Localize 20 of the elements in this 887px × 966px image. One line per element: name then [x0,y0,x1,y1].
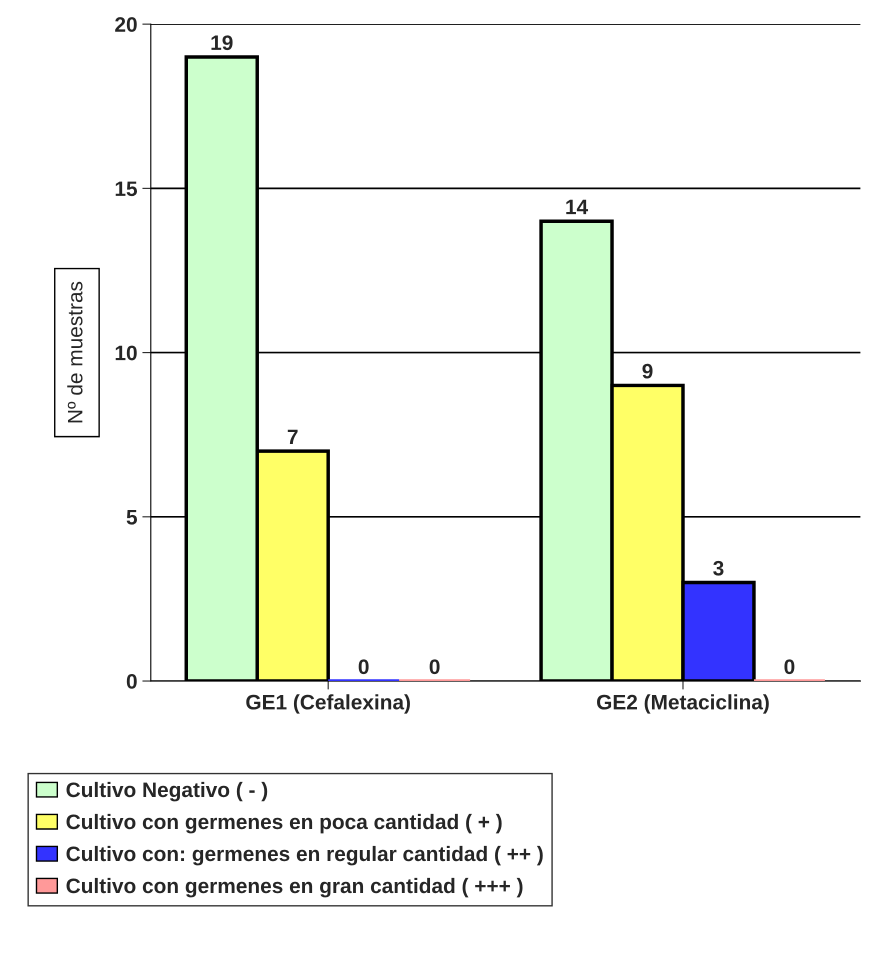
data-label: 0 [430,659,440,674]
y-tick-label: 5 [126,510,138,525]
y-tick-label: 0 [126,674,137,689]
y-tick-label: 20 [115,17,137,32]
y-axis-title: Nº de muestras [67,282,83,422]
data-label: 0 [784,659,794,674]
data-label: 14 [566,200,588,214]
data-label: 0 [358,659,369,674]
legend-label: Cultivo Negativo ( - ) [66,782,268,802]
y-tick-label: 10 [116,346,137,360]
y-tick-label: 15 [116,182,138,196]
legend-label: Cultivo con germenes en gran cantidad ( +++ ) [66,878,522,898]
data-label: 19 [211,35,233,50]
data-label: 9 [642,364,653,379]
legend-label: Cultivo con germenes en poca cantidad ( + ) [66,814,502,834]
x-tick-label: GE2 (Metaciclina) [597,694,769,714]
x-tick-label: GE1 (Cefalexina) [246,694,410,714]
data-label: 3 [713,560,724,576]
legend-label: Cultivo con: germenes en regular cantidad ( ++ ) [66,846,543,866]
data-label: 7 [288,430,298,444]
